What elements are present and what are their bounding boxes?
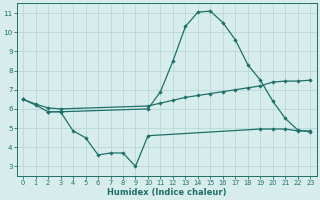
X-axis label: Humidex (Indice chaleur): Humidex (Indice chaleur) (107, 188, 227, 197)
